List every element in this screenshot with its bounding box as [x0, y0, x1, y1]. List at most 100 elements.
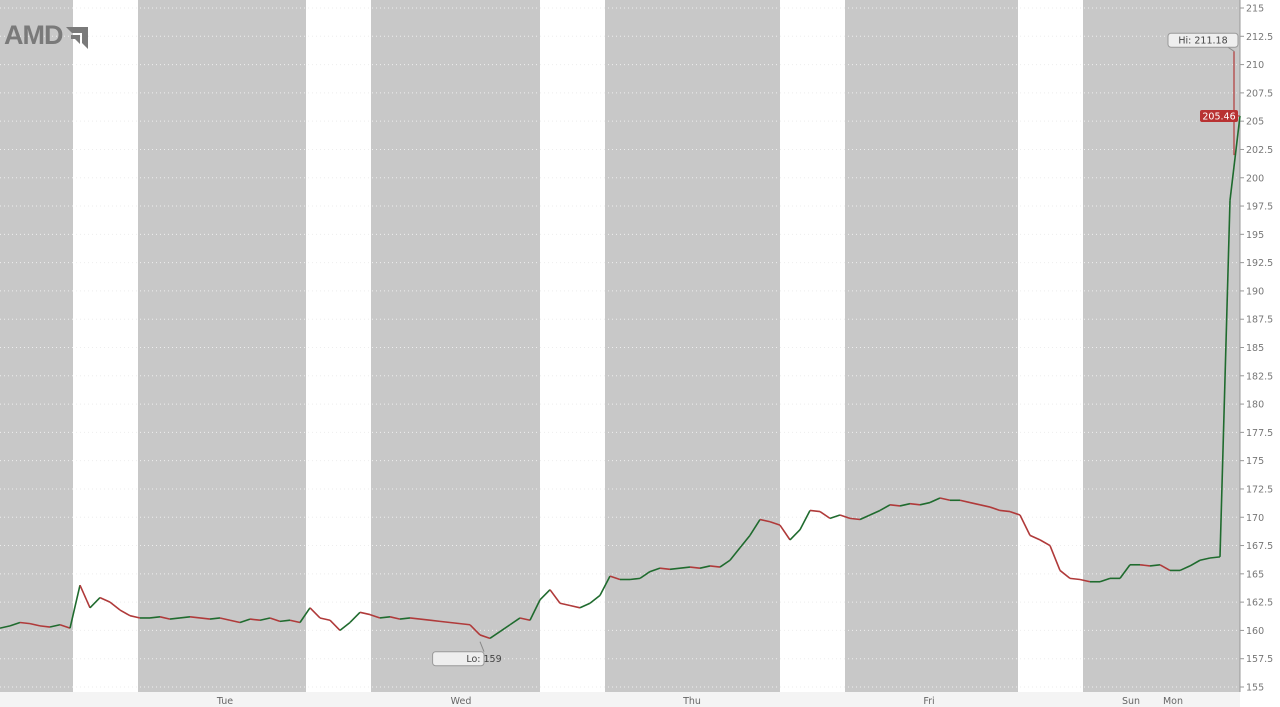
x-tick-label: Mon: [1163, 696, 1183, 707]
price-segment: [459, 622, 471, 626]
regular-session-band: [540, 0, 605, 692]
price-segment: [449, 621, 461, 625]
price-segment: [729, 547, 741, 561]
price-segment: [779, 524, 791, 541]
price-segment: [99, 596, 111, 603]
price-segment: [829, 514, 841, 520]
regular-session-band: [73, 0, 138, 692]
price-segment: [1229, 115, 1241, 201]
price-segment: [29, 622, 41, 627]
price-segment: [479, 634, 491, 640]
price-segment: [929, 497, 941, 504]
price-segment: [1219, 200, 1231, 557]
price-segment: [979, 504, 991, 508]
price-segment: [1029, 534, 1041, 541]
price-segment: [499, 624, 511, 633]
price-segment: [879, 504, 891, 512]
price-segment: [769, 521, 781, 526]
price-segment: [1019, 514, 1031, 536]
price-segment: [1199, 557, 1211, 562]
price-segment: [299, 607, 311, 623]
price-segment: [439, 620, 451, 624]
regular-session-band: [780, 0, 845, 692]
price-segment: [389, 616, 401, 620]
x-tick-label: Wed: [451, 696, 472, 707]
price-segment: [679, 566, 691, 569]
high-label-pointer: [1227, 46, 1235, 52]
price-segment: [219, 617, 231, 622]
price-segment: [1159, 564, 1171, 572]
high-label: Hi: 211.18: [1178, 36, 1227, 47]
price-segment: [689, 566, 701, 569]
y-tick-label: 167.5: [1246, 541, 1273, 552]
price-segment: [809, 509, 821, 513]
price-segment: [79, 584, 91, 609]
price-segment: [799, 510, 811, 531]
price-segment: [179, 616, 191, 619]
price-segment: [199, 617, 211, 620]
low-label-box: [432, 651, 485, 667]
y-tick-label: 157.5: [1246, 654, 1273, 665]
price-segment: [549, 589, 561, 604]
price-segment: [369, 613, 381, 619]
price-segment: [469, 624, 481, 636]
y-tick-label: 200: [1246, 173, 1264, 184]
y-tick-label: 172.5: [1246, 484, 1273, 495]
last-price-label: 205.46: [1202, 111, 1235, 122]
price-segment: [719, 559, 731, 568]
price-segment: [209, 617, 221, 620]
regular-session-band: [1018, 0, 1083, 692]
price-segment: [229, 619, 241, 624]
price-segment: [249, 618, 261, 622]
price-segment: [109, 601, 121, 611]
amd-arrow-icon: [65, 25, 88, 49]
price-segment: [119, 609, 131, 617]
price-segment: [429, 619, 441, 623]
price-segment: [1079, 578, 1091, 583]
price-segment: [409, 617, 421, 620]
price-segment: [739, 534, 751, 549]
y-tick-label: 187.5: [1246, 315, 1273, 326]
y-tick-label: 160: [1246, 626, 1264, 637]
price-segment: [839, 514, 851, 520]
price-segment: [699, 565, 711, 569]
price-segment: [859, 514, 871, 521]
price-segment: [629, 577, 641, 581]
y-axis-area: [1240, 0, 1280, 707]
y-tick-label: 215: [1246, 4, 1264, 15]
price-segment: [669, 567, 681, 571]
high-label-box: [1167, 32, 1239, 48]
price-segment: [759, 518, 771, 523]
price-segment: [69, 584, 81, 629]
low-label-pointer: [479, 641, 485, 652]
low-label: Lo: 159: [466, 654, 501, 665]
price-segment: [309, 607, 321, 619]
logo-text: AMD: [4, 20, 63, 50]
price-segment: [359, 611, 371, 616]
y-tick-label: 165: [1246, 569, 1264, 580]
price-segment: [159, 616, 171, 620]
y-tick-label: 180: [1246, 400, 1264, 411]
price-segment: [899, 502, 911, 507]
price-segment: [419, 618, 431, 622]
price-segment: [869, 509, 881, 516]
y-tick-label: 207.5: [1246, 88, 1273, 99]
x-tick-label: Sun: [1122, 696, 1140, 707]
price-segment: [519, 617, 531, 622]
price-segment: [1009, 510, 1021, 516]
price-segment: [1149, 563, 1161, 567]
price-segment: [239, 618, 251, 624]
last-price-badge: [1200, 109, 1238, 122]
y-tick-label: 192.5: [1246, 258, 1273, 269]
price-segment: [999, 509, 1011, 513]
price-segment: [569, 604, 581, 609]
price-segment: [259, 617, 271, 622]
price-segment: [889, 504, 901, 507]
price-segment: [89, 597, 101, 609]
price-segment: [1049, 545, 1061, 571]
price-segment: [329, 619, 341, 631]
price-segment: [589, 594, 601, 604]
y-tick-label: 162.5: [1246, 598, 1273, 609]
price-segment: [129, 614, 141, 619]
